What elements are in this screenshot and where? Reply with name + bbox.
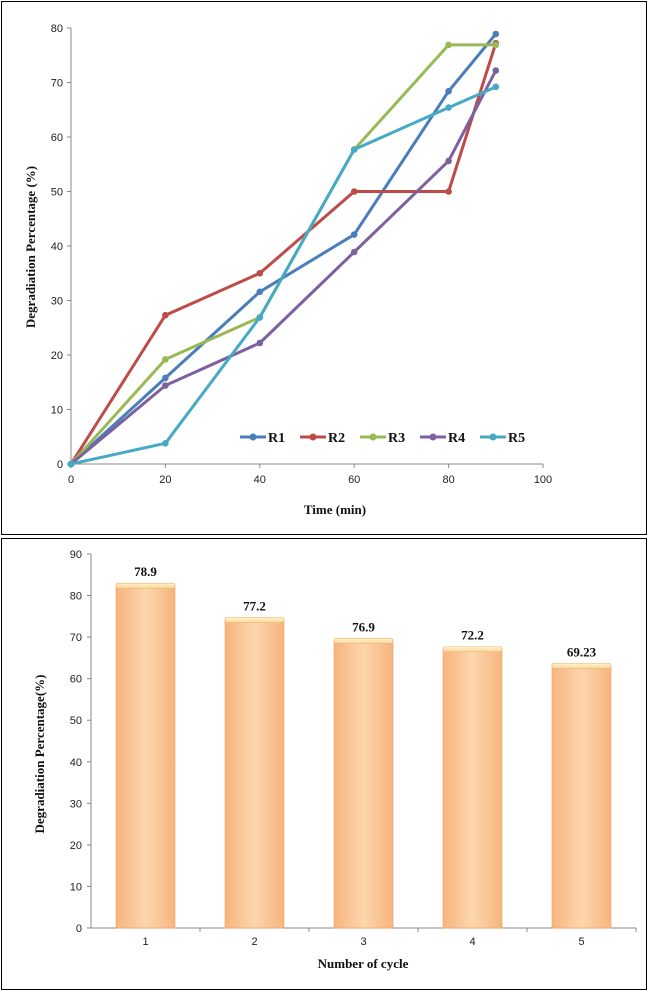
line-chart-panel: Time (min) Degradiation Percentage (%) 0… [1, 1, 647, 535]
line-y-tick-label: 80 [51, 23, 63, 35]
line-x-tick-label: 40 [254, 474, 266, 486]
data-point-r1 [445, 87, 452, 95]
data-point-r5 [445, 104, 452, 111]
line-chart: Time (min) Degradiation Percentage (%) 0… [23, 23, 552, 517]
bar-chart: Number of cycle Degradiation Percentage(… [32, 549, 637, 971]
bar-x-tick-label: 1 [142, 936, 148, 948]
legend-marker-r4 [429, 433, 437, 441]
data-point-r1 [256, 288, 264, 296]
bar-y-tick-label: 60 [70, 674, 82, 686]
bar-data-label: 69.23 [567, 644, 597, 659]
bar-x-tick-label: 2 [251, 936, 257, 948]
bar-y-tick-label: 70 [70, 632, 82, 644]
line-y-tick-label: 40 [51, 241, 63, 253]
bar-y-tick-label: 10 [70, 881, 82, 893]
bar-cap-3 [333, 638, 394, 644]
bar-y-tick-label: 90 [70, 549, 82, 561]
bar-cycle-2 [224, 619, 285, 929]
data-point-r5 [256, 314, 264, 321]
bar-cap-1 [115, 582, 176, 589]
bar-y-tick-label: 20 [70, 840, 82, 852]
data-point-r1 [162, 374, 169, 382]
legend-label-r3: R3 [388, 431, 405, 446]
data-point-r5 [162, 439, 169, 447]
line-y-tick-label: 0 [57, 459, 63, 471]
data-point-r3 [445, 41, 452, 49]
data-point-r2 [162, 311, 169, 319]
bar-y-tick-label: 0 [76, 923, 82, 935]
legend-label-r4: R4 [448, 431, 465, 446]
bar-y-tick-label: 30 [70, 798, 82, 810]
bar-cycle-5 [551, 664, 612, 929]
line-y-tick-label: 50 [51, 187, 63, 199]
bar-cycle-1 [115, 584, 176, 929]
legend-marker-r5 [489, 433, 497, 441]
bar-y-tick-label: 80 [70, 591, 82, 603]
legend-label-r5: R5 [508, 431, 525, 446]
data-point-r3 [492, 41, 500, 49]
data-point-r2 [256, 269, 264, 277]
series-line-r4 [70, 69, 498, 466]
data-point-r4 [162, 382, 169, 389]
line-y-tick-label: 30 [51, 296, 63, 308]
legend-marker-r1 [249, 433, 257, 441]
data-point-r4 [256, 339, 264, 347]
data-point-r5 [492, 83, 500, 91]
data-point-r2 [350, 188, 358, 195]
legend-marker-r2 [309, 433, 317, 441]
line-x-axis-title: Time (min) [304, 502, 366, 517]
bar-x-tick-label: 3 [360, 936, 366, 948]
line-x-tick-label: 100 [534, 474, 552, 486]
bar-data-label: 78.9 [134, 564, 157, 579]
bar-cap-4 [442, 646, 503, 653]
series-line-r1 [69, 33, 497, 466]
bar-cycle-4 [442, 648, 503, 929]
bar-chart-panel: Number of cycle Degradiation Percentage(… [1, 538, 647, 990]
bar-data-label: 76.9 [352, 619, 375, 634]
line-y-tick-label: 10 [51, 405, 63, 417]
legend-label-r1: R1 [268, 431, 285, 446]
data-point-r4 [492, 67, 500, 74]
data-point-r4 [445, 157, 452, 165]
bar-cap-5 [551, 663, 612, 669]
data-point-r3 [162, 356, 169, 363]
line-y-axis-title: Degradiation Percentage (%) [23, 166, 38, 328]
series-line-r2 [69, 42, 498, 465]
line-x-tick-label: 20 [159, 474, 171, 486]
line-y-tick-label: 60 [51, 132, 63, 144]
bar-y-tick-label: 50 [70, 715, 82, 727]
bar-x-tick-label: 5 [578, 936, 584, 948]
line-x-tick-label: 0 [68, 474, 74, 486]
bar-y-axis-title: Degradiation Percentage(%) [32, 675, 47, 834]
line-y-tick-label: 70 [51, 78, 63, 90]
bar-x-axis-title: Number of cycle [318, 956, 409, 971]
legend-label-r2: R2 [328, 431, 345, 446]
bar-cycle-3 [333, 640, 394, 929]
data-point-r1 [492, 30, 500, 38]
legend-marker-r3 [369, 433, 377, 441]
bar-data-label: 72.2 [461, 628, 484, 643]
line-x-tick-label: 60 [348, 474, 360, 486]
data-point-r5 [350, 146, 358, 153]
bar-cap-2 [224, 617, 285, 623]
bar-x-tick-label: 4 [469, 936, 475, 948]
data-point-r2 [445, 188, 452, 195]
data-point-r4 [350, 248, 358, 256]
series-line-r5 [70, 85, 497, 466]
line-x-tick-label: 80 [442, 474, 454, 486]
data-point-r1 [350, 231, 358, 238]
data-point-r5 [67, 460, 75, 468]
line-y-tick-label: 20 [51, 350, 63, 362]
bar-data-label: 77.2 [243, 599, 266, 614]
bar-y-tick-label: 40 [70, 757, 82, 769]
